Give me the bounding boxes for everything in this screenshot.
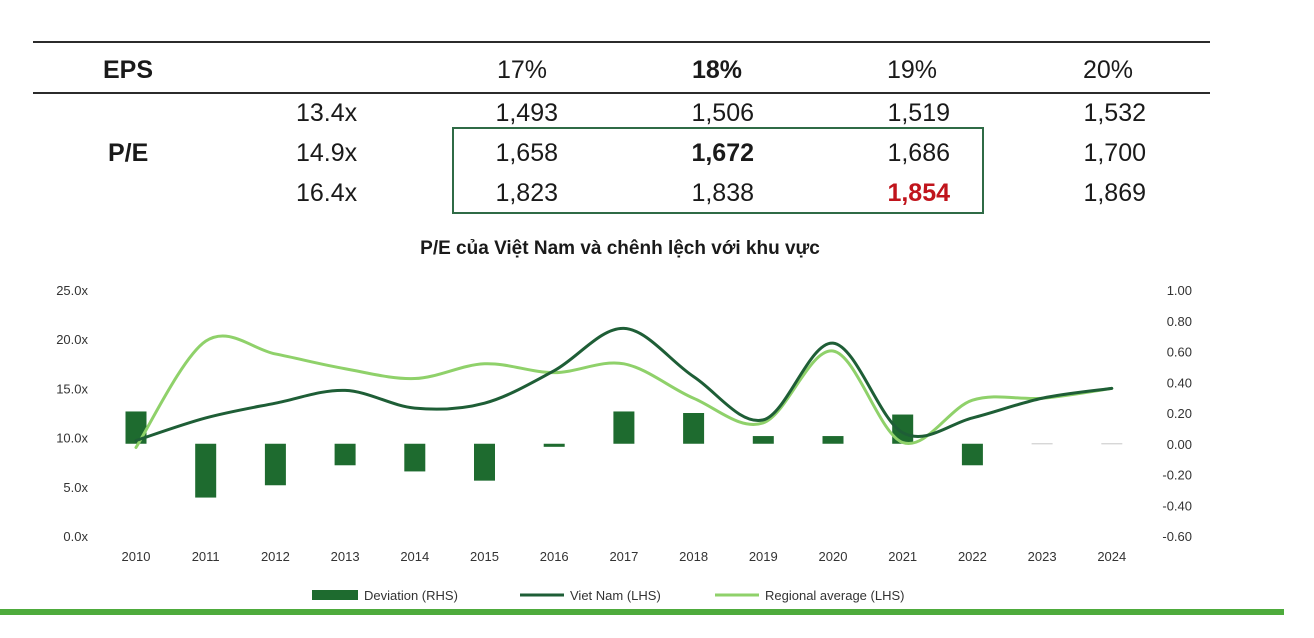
x-axis-tick: 2021 [888, 549, 917, 564]
table-cell-base-case: 1,672 [691, 139, 754, 167]
table-header-rule [33, 92, 1210, 94]
highlight-box [452, 127, 984, 214]
x-axis-tick: 2024 [1097, 549, 1126, 564]
table-cell: 1,506 [691, 99, 754, 127]
table-cell: 1,519 [887, 99, 950, 127]
x-axis-tick: 2012 [261, 549, 290, 564]
x-axis-tick: 2019 [749, 549, 778, 564]
deviation-bar [1101, 443, 1123, 445]
legend-label: Deviation (RHS) [364, 588, 458, 603]
eps-header-19: 19% [887, 56, 938, 84]
table-cell: 1,838 [691, 179, 754, 207]
x-axis-tick: 2015 [470, 549, 499, 564]
deviation-bar [752, 436, 774, 444]
right-axis-tick: -0.60 [1162, 529, 1192, 544]
left-axis-tick: 5.0x [63, 480, 88, 495]
right-axis-tick: 0.40 [1167, 375, 1192, 390]
x-axis-tick: 2010 [122, 549, 151, 564]
x-axis-tick: 2022 [958, 549, 987, 564]
right-axis-tick: 0.00 [1167, 437, 1192, 452]
x-axis-tick: 2011 [192, 549, 220, 564]
chart-title: P/E của Việt Nam và chênh lệch với khu v… [420, 238, 820, 259]
right-axis-tick: -0.40 [1162, 498, 1192, 513]
right-axis-tick: -0.20 [1162, 468, 1192, 483]
deviation-bar [683, 413, 705, 444]
regional-average-line [134, 334, 1114, 449]
vietnam-line [134, 326, 1114, 443]
pe-label: P/E [108, 139, 149, 167]
table-cell: 1,493 [495, 99, 558, 127]
left-axis-tick: 0.0x [63, 529, 88, 544]
eps-label: EPS [103, 56, 154, 84]
x-axis-tick: 2013 [331, 549, 360, 564]
right-axis-tick: 0.20 [1167, 406, 1192, 421]
deviation-bar [474, 443, 495, 481]
left-axis-tick: 20.0x [56, 332, 88, 347]
table-cell: 1,700 [1083, 139, 1146, 167]
right-axis-tick: 0.80 [1167, 314, 1192, 329]
bottom-accent-bar [0, 609, 1284, 615]
eps-header-18: 18% [692, 56, 743, 84]
table-top-rule [33, 41, 1210, 43]
pe-value-row-1: 13.4x [296, 99, 358, 127]
table-cell: 1,532 [1083, 99, 1146, 127]
x-axis-tick: 2017 [609, 549, 638, 564]
legend-label: Regional average (LHS) [765, 588, 904, 603]
deviation-bar [195, 443, 217, 498]
right-axis-tick: 0.60 [1167, 345, 1192, 360]
eps-header-20: 20% [1083, 56, 1134, 84]
left-axis-tick: 25.0x [56, 283, 88, 298]
table-cell: 1,869 [1083, 179, 1146, 207]
deviation-bar [961, 443, 983, 466]
pe-value-row-2: 14.9x [296, 139, 358, 167]
x-axis-tick: 2020 [819, 549, 848, 564]
table-cell: 1,658 [495, 139, 558, 167]
left-axis-tick: 15.0x [56, 381, 88, 396]
table-cell: 1,823 [495, 179, 558, 207]
deviation-bar [1031, 443, 1053, 445]
table-cell: 1,686 [887, 139, 950, 167]
deviation-bar [404, 443, 426, 472]
left-axis-tick: 10.0x [56, 431, 88, 446]
deviation-bar [822, 436, 844, 444]
eps-header-17: 17% [497, 56, 548, 84]
x-axis-tick: 2014 [400, 549, 429, 564]
deviation-bar [334, 443, 356, 466]
x-axis-tick: 2016 [540, 549, 569, 564]
x-axis-tick: 2018 [679, 549, 708, 564]
table-cell-target: 1,854 [887, 179, 950, 207]
right-axis-tick: 1.00 [1167, 283, 1192, 298]
deviation-bar [613, 411, 635, 444]
deviation-bar [543, 443, 565, 447]
pe-value-row-3: 16.4x [296, 179, 358, 207]
legend-label: Viet Nam (LHS) [570, 588, 661, 603]
deviation-bar [264, 443, 286, 486]
x-axis-tick: 2023 [1028, 549, 1057, 564]
legend-swatch [312, 590, 358, 600]
